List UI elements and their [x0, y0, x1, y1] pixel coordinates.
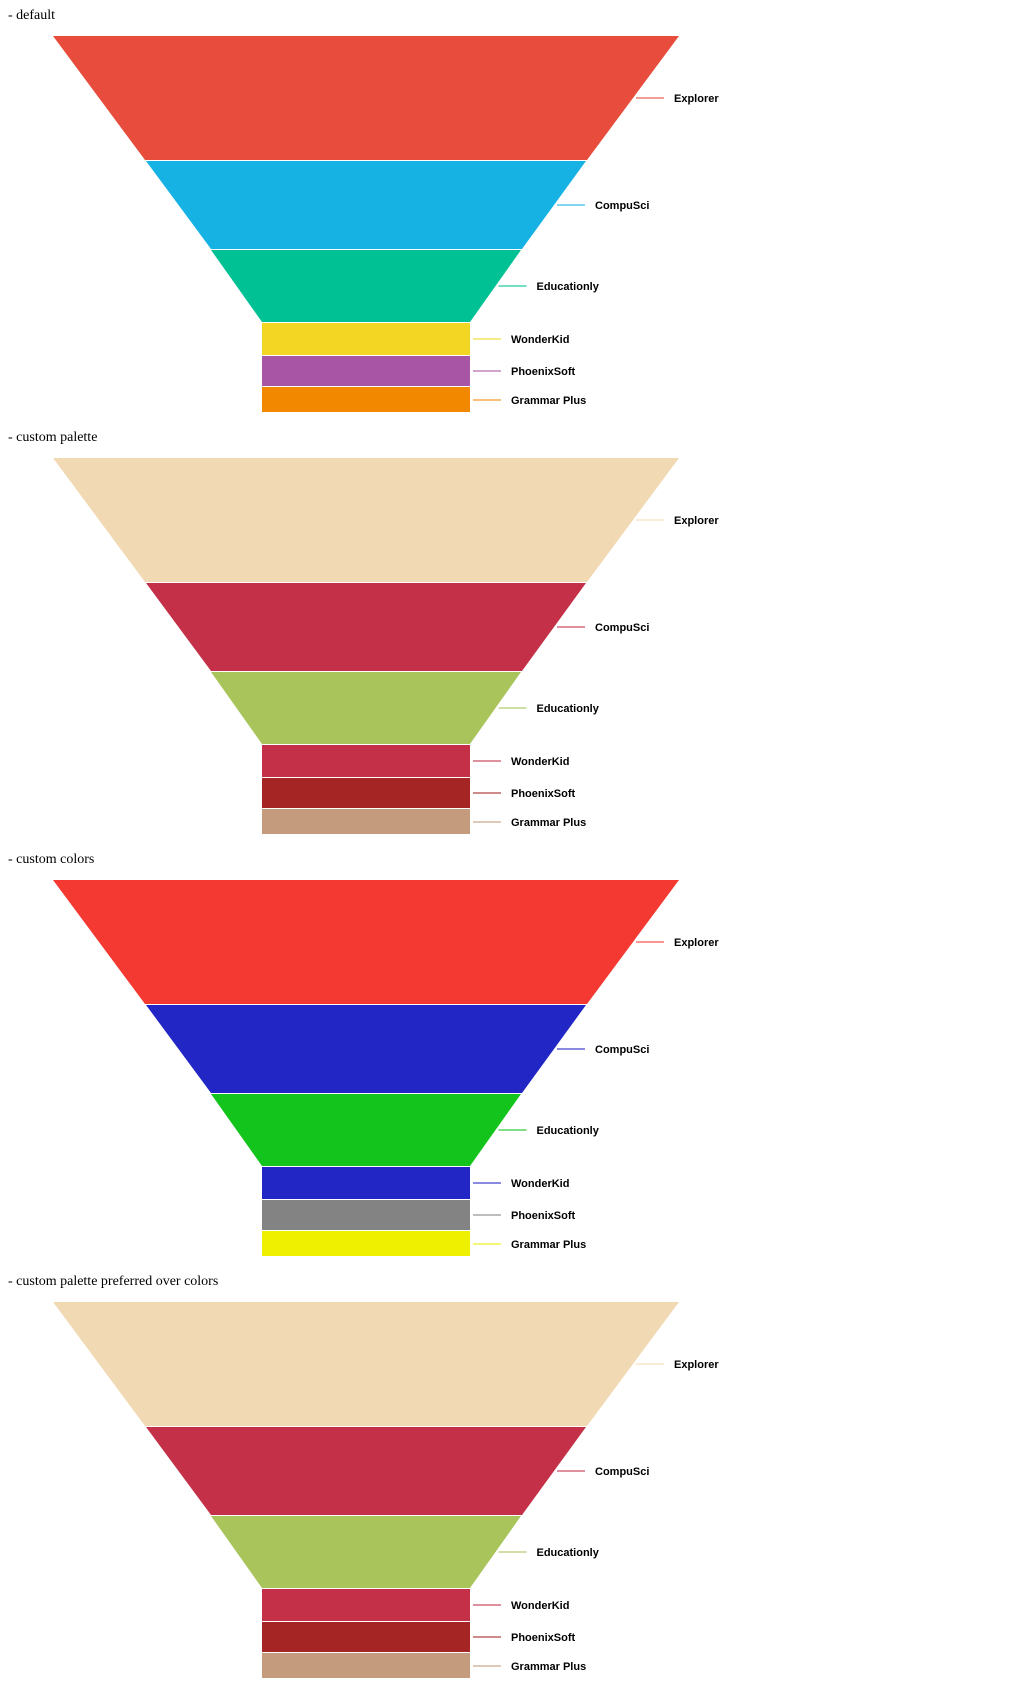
funnel-segment-grammar-plus	[262, 1653, 470, 1678]
segment-label: PhoenixSoft	[511, 788, 576, 800]
funnel-segment-phoenixsoft	[262, 356, 470, 386]
funnel-plot: Explorer CompuSci Educationly WonderKid Phoe…	[53, 880, 719, 1256]
funnel-segment-wonderkid	[262, 745, 470, 777]
funnel-segment-compusci	[146, 583, 586, 671]
segment-label: WonderKid	[511, 1600, 569, 1612]
funnel-segment-educationly	[211, 250, 521, 322]
segment-label: Grammar Plus	[511, 817, 586, 829]
segment-label: Explorer	[674, 937, 719, 949]
segment-label: CompuSci	[595, 200, 649, 212]
funnel-segment-compusci	[146, 1005, 586, 1093]
funnel-segment-educationly	[211, 1516, 521, 1588]
segment-label: CompuSci	[595, 622, 649, 634]
segment-label: Explorer	[674, 515, 719, 527]
segment-label: CompuSci	[595, 1044, 649, 1056]
funnel-segment-grammar-plus	[262, 387, 470, 412]
funnel-segment-phoenixsoft	[262, 778, 470, 808]
segment-label: Educationly	[537, 1547, 600, 1559]
funnel-segment-phoenixsoft	[262, 1200, 470, 1230]
segment-label: WonderKid	[511, 756, 569, 768]
funnel-segment-wonderkid	[262, 1167, 470, 1199]
funnel-segment-compusci	[146, 161, 586, 249]
funnel-chart-palette-over-colors: - custom palette preferred over colors E…	[0, 1266, 1024, 1688]
segment-label: CompuSci	[595, 1466, 649, 1478]
segment-label: Explorer	[674, 93, 719, 105]
funnel-plot: Explorer CompuSci Educationly WonderKid Phoe…	[53, 1302, 719, 1678]
funnel-segment-explorer	[53, 458, 679, 582]
funnel-chart-default: - default Explorer CompuSci Educationly Won…	[0, 0, 1024, 422]
funnel-segment-phoenixsoft	[262, 1622, 470, 1652]
segment-label: PhoenixSoft	[511, 1632, 576, 1644]
segment-label: Educationly	[537, 703, 600, 715]
chart-title: - default	[8, 8, 56, 23]
funnel-plot: Explorer CompuSci Educationly WonderKid Phoe…	[53, 458, 719, 834]
funnel-segment-educationly	[211, 1094, 521, 1166]
funnel-chart-custom-palette: - custom palette Explorer CompuSci Educati…	[0, 422, 1024, 844]
funnel-segment-grammar-plus	[262, 1231, 470, 1256]
segment-label: Grammar Plus	[511, 1661, 586, 1673]
funnel-chart-custom-colors: - custom colors Explorer CompuSci Educatio…	[0, 844, 1024, 1266]
segment-label: Explorer	[674, 1359, 719, 1371]
funnel-segment-compusci	[146, 1427, 586, 1515]
chart-title: - custom colors	[8, 852, 95, 867]
funnel-segment-wonderkid	[262, 323, 470, 355]
funnel-segment-wonderkid	[262, 1589, 470, 1621]
segment-label: WonderKid	[511, 334, 569, 346]
funnel-segment-educationly	[211, 672, 521, 744]
chart-title: - custom palette	[8, 430, 98, 445]
segment-label: PhoenixSoft	[511, 366, 576, 378]
segment-label: WonderKid	[511, 1178, 569, 1190]
chart-title: - custom palette preferred over colors	[8, 1274, 219, 1289]
segment-label: Educationly	[537, 1125, 600, 1137]
funnel-segment-explorer	[53, 880, 679, 1004]
funnel-segment-explorer	[53, 36, 679, 160]
funnel-segment-explorer	[53, 1302, 679, 1426]
funnel-segment-grammar-plus	[262, 809, 470, 834]
segment-label: Educationly	[537, 281, 600, 293]
segment-label: PhoenixSoft	[511, 1210, 576, 1222]
segment-label: Grammar Plus	[511, 395, 586, 407]
segment-label: Grammar Plus	[511, 1239, 586, 1251]
funnel-plot: Explorer CompuSci Educationly WonderKid Phoe…	[53, 36, 719, 412]
